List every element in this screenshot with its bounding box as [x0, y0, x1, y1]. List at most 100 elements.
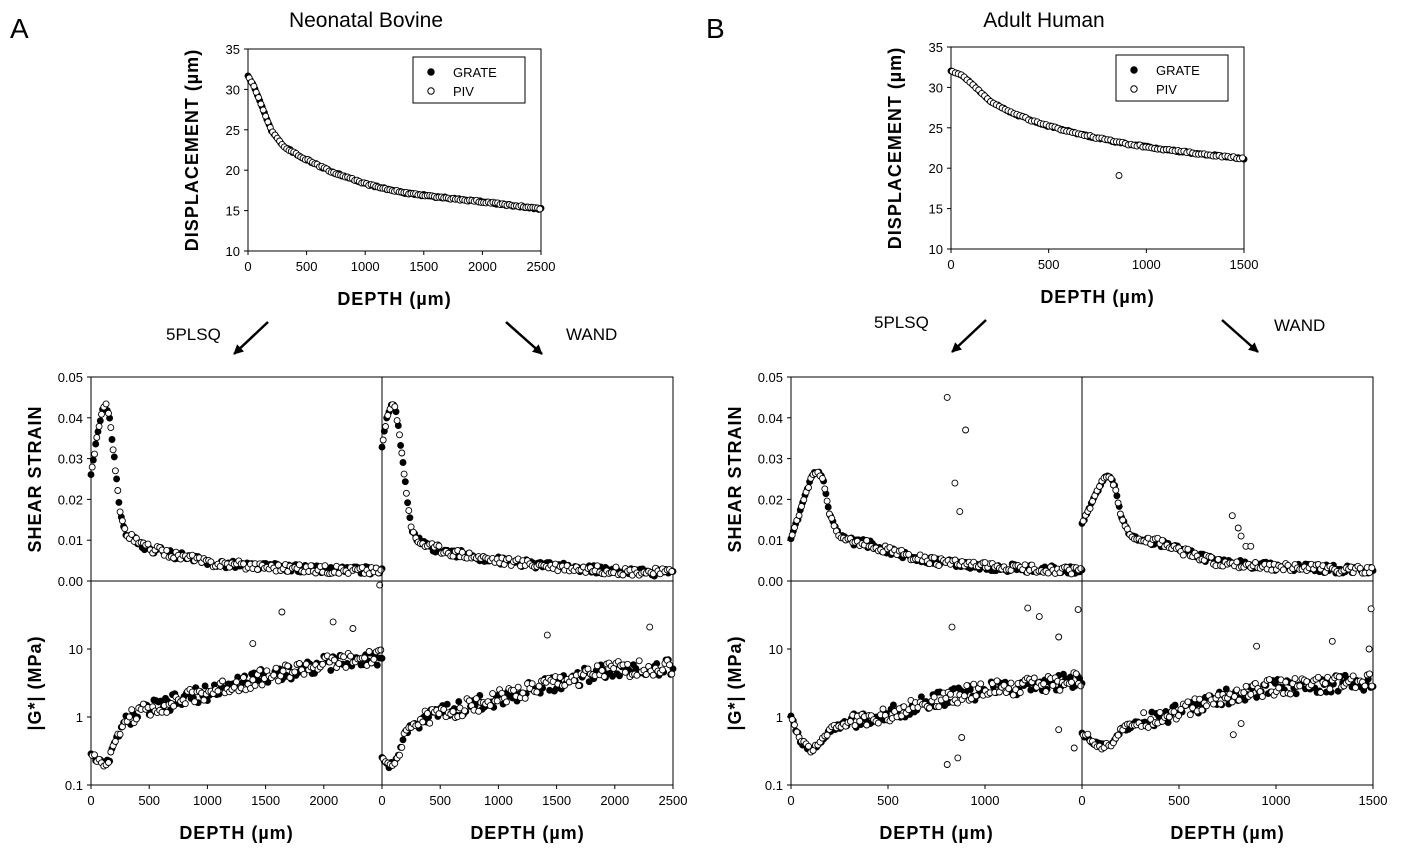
- piv-point: [1068, 570, 1075, 578]
- piv-point: [91, 751, 98, 759]
- grate-point: [115, 498, 123, 506]
- piv-point: [1175, 712, 1183, 720]
- piv-point: [111, 467, 119, 475]
- grate-point: [110, 453, 118, 461]
- piv-point: [612, 563, 620, 571]
- piv-point: [291, 668, 299, 676]
- piv-point: [851, 722, 859, 730]
- chart-human-5plsq-modulus: 0.1 1 10 0 500 1000 DEPTH (µm) |G*| (MPa): [725, 580, 1086, 843]
- piv-point: [270, 671, 278, 679]
- y-tick-label: 0.03: [58, 452, 83, 467]
- x-tick-label: 2000: [309, 793, 338, 808]
- plot-frame: [381, 580, 674, 786]
- y-axis-label: SHEAR STRAIN: [25, 405, 45, 552]
- piv-point: [624, 660, 632, 668]
- y-axis-label: DISPLACEMENT (µm): [182, 49, 202, 251]
- x-tick-label: 500: [1038, 257, 1060, 272]
- piv-point: [272, 664, 280, 672]
- arrow-bovine-5plsq: [233, 321, 269, 355]
- piv-point: [116, 508, 124, 516]
- column-title-bovine: Neonatal Bovine: [289, 9, 443, 32]
- piv-point: [240, 674, 247, 682]
- piv-point: [593, 562, 601, 570]
- piv-point: [642, 671, 650, 678]
- piv-point: [543, 631, 551, 639]
- piv-point: [423, 709, 431, 717]
- piv-point: [668, 567, 676, 575]
- piv-point: [1179, 551, 1187, 559]
- piv-point: [556, 673, 564, 681]
- piv-point: [1189, 704, 1197, 712]
- piv-point: [1326, 685, 1334, 693]
- piv-point: [1291, 675, 1299, 683]
- piv-point: [93, 434, 101, 441]
- x-tick-label: 1000: [971, 793, 1000, 808]
- chart-bovine-5plsq-strain: 0.00 0.01 0.02 0.03 0.04 0.05 SHEAR STRAIN: [25, 370, 386, 589]
- piv-point: [649, 671, 657, 679]
- grate-point: [113, 475, 121, 483]
- x-tick-label: 1000: [484, 793, 513, 808]
- piv-point: [633, 671, 641, 679]
- piv-point: [963, 682, 971, 690]
- legend-box: [412, 56, 526, 104]
- piv-point: [593, 662, 601, 670]
- piv-point: [1296, 682, 1304, 690]
- piv-point: [88, 463, 96, 471]
- grate-point: [1171, 701, 1179, 709]
- piv-point: [398, 449, 406, 457]
- piv-point: [461, 707, 469, 715]
- piv-point: [1238, 154, 1246, 162]
- grate-point: [443, 700, 451, 708]
- piv-point: [926, 704, 933, 712]
- piv-point: [400, 470, 408, 478]
- piv-point: [1321, 680, 1329, 688]
- piv-point: [521, 694, 529, 702]
- piv-point: [258, 681, 266, 689]
- piv-point: [250, 82, 258, 90]
- chart-human-wand-modulus: 0 500 1000 1500 DEPTH (µm): [1078, 580, 1387, 843]
- piv-point: [1229, 731, 1237, 739]
- grate-point: [96, 417, 104, 425]
- piv-point: [805, 742, 812, 750]
- piv-point: [128, 706, 136, 714]
- legend-marker: [427, 68, 435, 76]
- piv-point: [575, 682, 583, 689]
- x-tick-label: 1500: [409, 259, 438, 274]
- piv-point: [935, 562, 943, 570]
- piv-point: [821, 485, 829, 493]
- piv-point: [947, 690, 954, 698]
- x-tick-label: 1000: [1262, 793, 1291, 808]
- piv-point: [951, 479, 959, 487]
- piv-point: [1119, 516, 1127, 524]
- piv-point: [795, 512, 803, 519]
- arrow-bovine-wand: [505, 321, 543, 355]
- piv-point: [132, 715, 140, 723]
- x-tick-label: 0: [947, 257, 954, 272]
- piv-point: [1186, 711, 1194, 719]
- grate-point: [1113, 492, 1121, 500]
- piv-point: [370, 655, 378, 663]
- piv-point: [1184, 545, 1192, 553]
- x-axis-label: DEPTH (µm): [179, 823, 293, 843]
- legend-entry: GRATE: [453, 65, 497, 80]
- piv-point: [1349, 672, 1357, 680]
- x-tick-label: 1500: [1230, 257, 1259, 272]
- piv-point: [930, 693, 938, 701]
- piv-point: [1068, 678, 1075, 686]
- piv-point: [300, 670, 308, 678]
- piv-point: [391, 403, 399, 411]
- piv-point: [874, 719, 882, 727]
- piv-point: [109, 446, 117, 454]
- chart-human-wand-strain: [1078, 376, 1377, 582]
- piv-point: [1140, 709, 1148, 717]
- x-axis-label: DEPTH (µm): [337, 289, 451, 309]
- piv-point: [255, 94, 262, 101]
- piv-point: [856, 717, 864, 725]
- piv-point: [533, 688, 541, 696]
- piv-point: [449, 708, 457, 716]
- chart-bovine-displacement: 10 15 20 25 30 35 0 500 1000 1500 2000 2500 DEPTH (µ…: [182, 42, 555, 309]
- piv-point: [259, 106, 267, 114]
- piv-point: [365, 648, 373, 655]
- piv-point: [668, 670, 676, 678]
- piv-point: [1207, 553, 1215, 561]
